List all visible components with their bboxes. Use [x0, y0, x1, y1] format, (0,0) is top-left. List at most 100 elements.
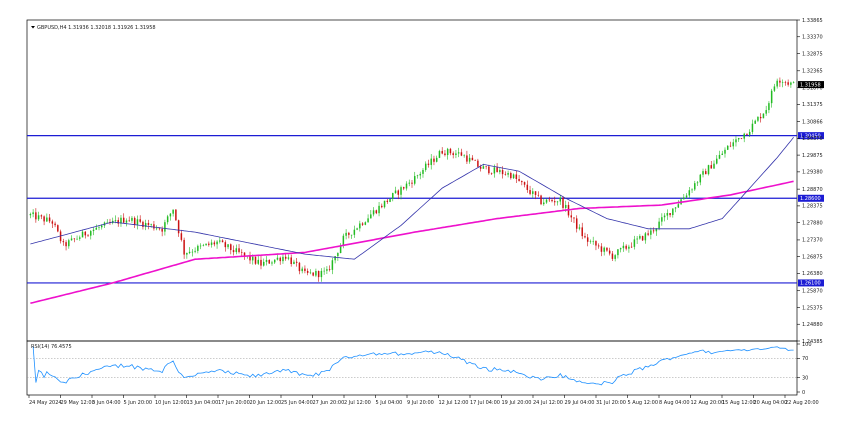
candle	[224, 240, 227, 252]
candle	[268, 259, 270, 264]
candle-body	[186, 252, 188, 255]
candle	[592, 236, 594, 245]
candle-body	[688, 190, 691, 196]
candle-body	[284, 256, 287, 259]
candle	[304, 265, 306, 274]
price-axis: 1.33865 1.33370 1.32875 1.32365 1.31870 1.313…	[797, 18, 824, 345]
candle-body	[493, 167, 496, 174]
candle	[133, 216, 136, 228]
candle-body	[367, 218, 369, 223]
candle-body	[243, 252, 246, 256]
rsi-tick-label: 0	[802, 390, 805, 396]
candle-body	[301, 268, 303, 272]
candle-body	[241, 252, 243, 253]
price-tick-label: 1.31870	[802, 85, 823, 91]
candle	[62, 238, 65, 246]
candle-body	[262, 261, 265, 266]
candle	[691, 188, 693, 194]
level-price-label: 1.30450	[800, 133, 821, 139]
candle	[254, 256, 257, 265]
candle-body	[496, 167, 498, 173]
candle	[131, 215, 133, 223]
candle	[762, 113, 765, 119]
candle-body	[501, 170, 504, 175]
candle-body	[754, 120, 756, 124]
candle	[754, 119, 756, 125]
candle	[699, 173, 702, 186]
candle-body	[726, 145, 729, 150]
candle	[235, 244, 238, 255]
candle	[370, 210, 372, 219]
candle	[386, 198, 389, 204]
candle	[175, 209, 177, 221]
candle-body	[449, 148, 452, 154]
candle	[449, 147, 452, 156]
candle-body	[652, 230, 655, 232]
candle	[221, 239, 224, 243]
candle	[556, 200, 559, 206]
candle	[306, 268, 309, 276]
candle	[586, 234, 589, 247]
candle-body	[147, 222, 150, 225]
candle	[164, 219, 166, 236]
candle	[73, 238, 76, 243]
candle-body	[713, 163, 715, 169]
candle	[644, 231, 647, 244]
candle	[573, 217, 575, 223]
candle-body	[559, 197, 562, 202]
candle	[685, 193, 688, 199]
dropdown-triangle-icon[interactable]	[31, 26, 35, 29]
candle	[672, 208, 674, 218]
candle	[474, 159, 476, 161]
candle-body	[150, 224, 152, 225]
candle-body	[364, 222, 367, 225]
candle	[372, 207, 375, 217]
candle-body	[633, 239, 636, 247]
candle	[595, 240, 597, 251]
candle-body	[315, 270, 317, 276]
candle	[581, 222, 583, 240]
candle	[186, 252, 188, 259]
candle	[265, 256, 268, 266]
candle	[776, 78, 778, 89]
candle-body	[37, 215, 40, 220]
candle-body	[757, 116, 759, 121]
candle-body	[685, 195, 688, 198]
candle-body	[76, 238, 78, 240]
candle-body	[784, 82, 787, 83]
candle	[232, 245, 235, 256]
candle	[153, 221, 155, 231]
candle-body	[639, 236, 641, 239]
candle-body	[424, 163, 427, 170]
horizontal-level-lines[interactable]: 1.30450 1.28600 1.26100	[27, 132, 824, 287]
candle	[597, 243, 600, 249]
candle-body	[408, 182, 411, 184]
candle	[271, 260, 273, 266]
candle	[740, 137, 743, 140]
candle-body	[172, 209, 174, 214]
candle	[40, 214, 43, 220]
candle-body	[628, 246, 630, 249]
candle	[625, 244, 627, 251]
candle	[543, 198, 545, 206]
candle-body	[342, 235, 345, 246]
candle	[674, 206, 677, 213]
candle	[551, 198, 553, 203]
candle-body	[40, 215, 43, 217]
candle	[611, 251, 614, 261]
candle-body	[29, 214, 32, 216]
candle	[76, 235, 78, 241]
candle-body	[309, 272, 312, 274]
candle-body	[416, 175, 419, 177]
candle	[287, 254, 290, 261]
level-price-box	[798, 194, 824, 202]
candle	[589, 239, 592, 244]
candle-body	[523, 182, 526, 185]
candle	[37, 211, 40, 221]
candle-body	[438, 151, 441, 158]
candle	[584, 232, 586, 239]
candle-body	[589, 241, 592, 242]
candle	[298, 261, 301, 275]
candle-body	[584, 236, 586, 238]
